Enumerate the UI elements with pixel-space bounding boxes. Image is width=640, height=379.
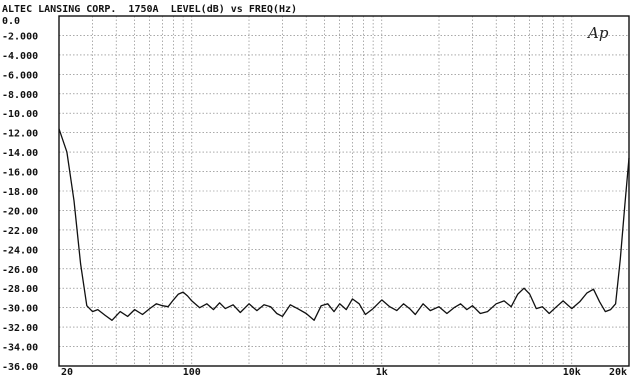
y-tick-label: -20.00 — [2, 206, 38, 217]
y-tick-label: -26.00 — [2, 265, 38, 276]
y-tick-label: -10.00 — [2, 109, 38, 120]
y-tick-label: -30.00 — [2, 304, 38, 315]
series-layer — [58, 128, 630, 321]
frequency-response-line — [58, 128, 630, 321]
y-tick-label: -6.000 — [2, 70, 38, 81]
y-tick-label: -28.00 — [2, 284, 38, 295]
grid — [59, 16, 629, 366]
y-axis-ticks: 0.0 -2.000 -4.000 -6.000 -8.000 -10.00 -12.00 -… — [2, 16, 38, 373]
y-tick-label: -2.000 — [2, 31, 38, 42]
x-tick-label: 10k — [563, 367, 581, 378]
chart-title: ALTEC LANSING CORP. 1750A LEVEL(dB) vs F… — [2, 4, 297, 15]
y-tick-label: -8.000 — [2, 90, 38, 101]
y-tick-label: -36.00 — [2, 362, 38, 373]
y-tick-label: -32.00 — [2, 323, 38, 334]
x-tick-label: 100 — [183, 367, 201, 378]
y-tick-label: -24.00 — [2, 245, 38, 256]
y-tick-label: -14.00 — [2, 148, 38, 159]
x-tick-label: 20k — [609, 367, 627, 378]
x-tick-label: 20 — [61, 367, 73, 378]
plot-frame — [58, 15, 630, 367]
y-tick-label: 0.0 — [2, 16, 20, 27]
y-tick-label: -22.00 — [2, 226, 38, 237]
y-tick-label: -12.00 — [2, 129, 38, 140]
ap-logo: Ap — [586, 24, 609, 42]
y-tick-label: -16.00 — [2, 168, 38, 179]
y-tick-label: -18.00 — [2, 187, 38, 198]
y-tick-label: -34.00 — [2, 343, 38, 354]
x-tick-label: 1k — [376, 367, 388, 378]
x-axis-ticks: 20 100 1k 10k 20k — [61, 367, 627, 378]
y-tick-label: -4.000 — [2, 51, 38, 62]
